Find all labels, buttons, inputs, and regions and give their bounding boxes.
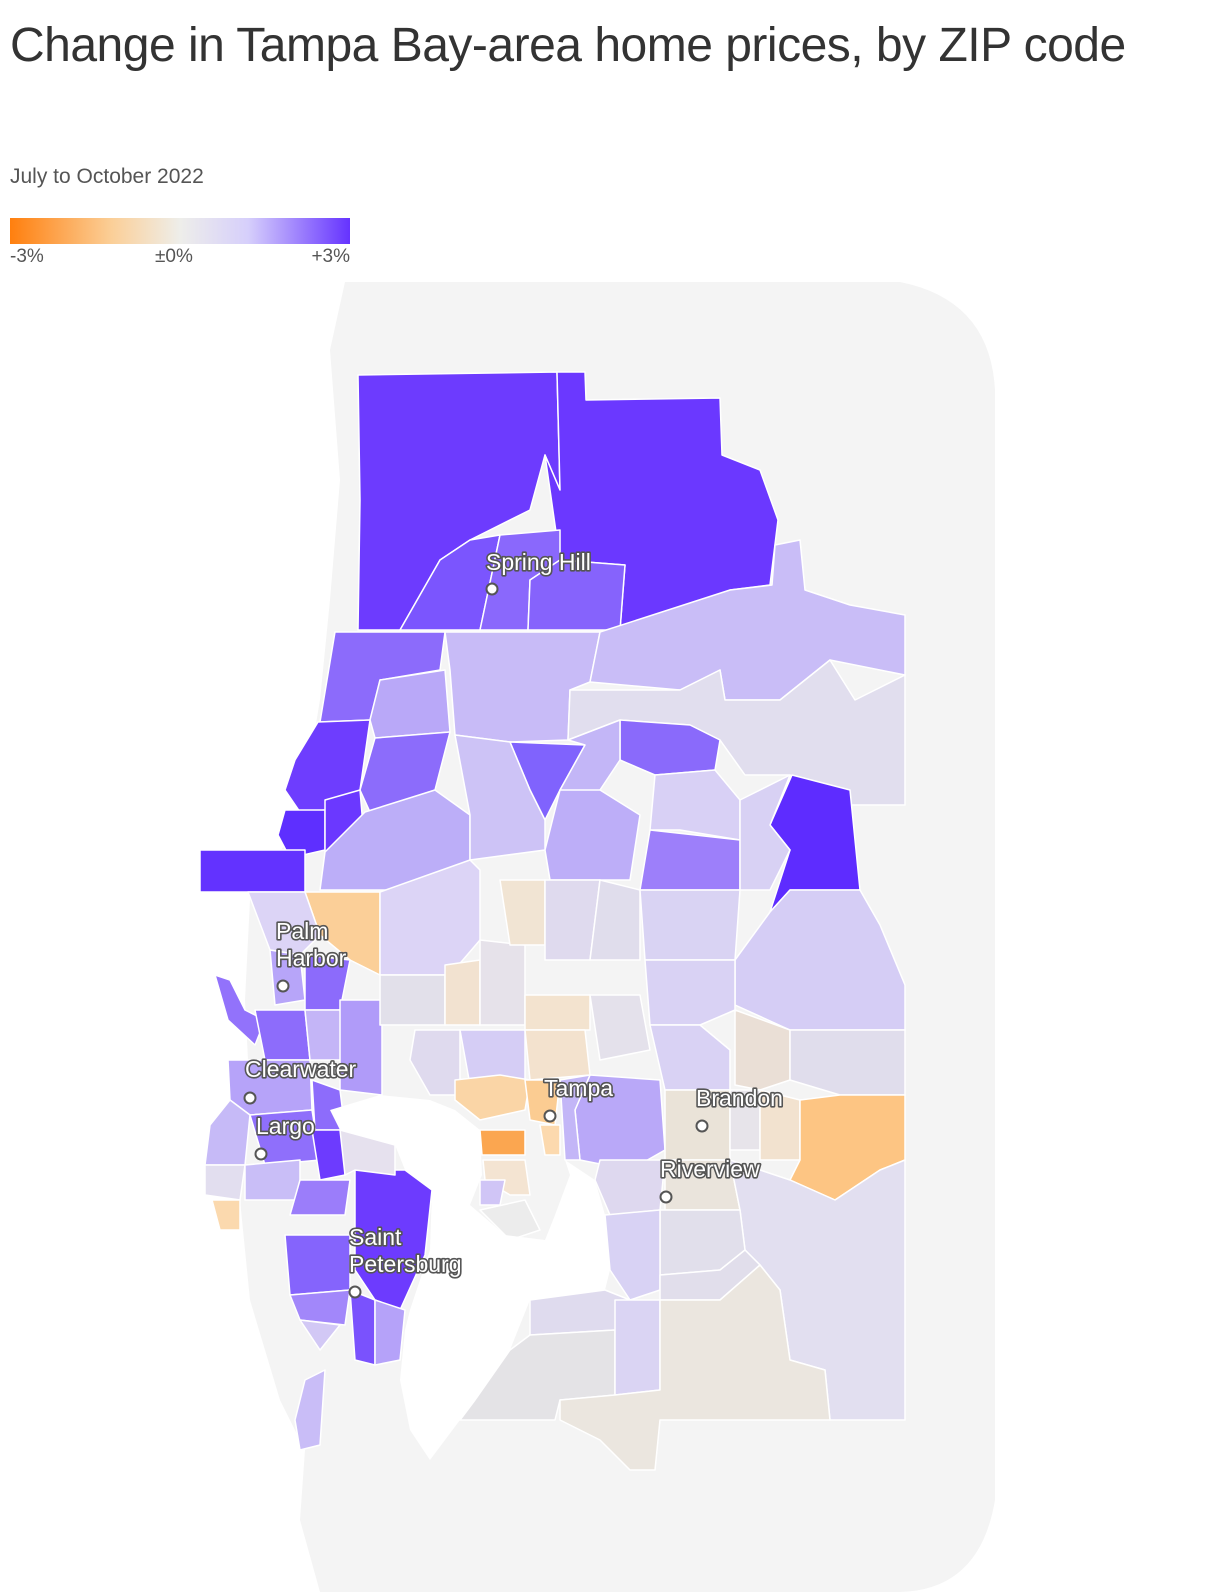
- city-spring-hill: Spring Hill: [484, 547, 592, 596]
- city-name-line1: Tampa: [544, 1075, 613, 1101]
- zip-region[interactable]: [444, 959, 481, 1026]
- zip-region[interactable]: [479, 1129, 526, 1156]
- city-name-line1: Riverview: [660, 1156, 760, 1182]
- zip-region[interactable]: [479, 1179, 506, 1206]
- city-name-line1: Palm: [276, 918, 328, 944]
- city-dot: [348, 1285, 362, 1299]
- zip-region[interactable]: [589, 994, 651, 1061]
- zip-region[interactable]: [289, 1289, 351, 1326]
- zip-region[interactable]: [289, 1179, 351, 1216]
- zip-region[interactable]: [409, 1029, 461, 1096]
- zip-region[interactable]: [277, 809, 326, 859]
- zip-region[interactable]: [454, 1074, 531, 1121]
- city-labels: Spring Hill Palm Harbor Clearwater Largo…: [243, 547, 785, 1299]
- zip-region[interactable]: [244, 1159, 301, 1201]
- city-dot: [543, 1109, 557, 1123]
- city-dot: [254, 1147, 268, 1161]
- legend-mid-label: ±0%: [155, 246, 193, 267]
- zip-region[interactable]: [559, 1074, 591, 1161]
- zip-region[interactable]: [479, 1199, 541, 1241]
- zip-regions: [199, 371, 906, 1471]
- legend-max-label: +3%: [311, 246, 350, 267]
- city-name-line2: Harbor: [276, 945, 347, 971]
- legend-labels: -3% ±0% +3%: [10, 246, 350, 270]
- zip-region[interactable]: [454, 734, 546, 861]
- city-name-line1: Clearwater: [245, 1056, 357, 1082]
- zip-region[interactable]: [589, 879, 641, 961]
- city-name-line1: Spring Hill: [486, 549, 591, 575]
- zip-region[interactable]: [199, 849, 306, 893]
- zip-region[interactable]: [639, 889, 741, 961]
- city-name-line2: Petersburg: [349, 1251, 462, 1277]
- zip-region[interactable]: [304, 1009, 346, 1061]
- zip-region[interactable]: [284, 1234, 351, 1296]
- zip-region[interactable]: [639, 829, 741, 891]
- zip-choropleth-map: Spring Hill Palm Harbor Clearwater Largo…: [199, 282, 995, 1592]
- city-dot: [243, 1091, 257, 1105]
- zip-region[interactable]: [734, 1009, 791, 1091]
- zip-region[interactable]: [482, 1159, 531, 1196]
- zip-region[interactable]: [204, 1164, 246, 1201]
- zip-region[interactable]: [254, 1009, 311, 1061]
- city-saint-petersburg: Saint Petersburg: [347, 1222, 463, 1299]
- city-riverview: Riverview: [658, 1154, 762, 1204]
- zip-region[interactable]: [539, 1124, 561, 1156]
- legend-gradient-bar: [10, 218, 350, 244]
- zip-region[interactable]: [649, 1024, 731, 1091]
- city-name-line1: Brandon: [696, 1085, 783, 1111]
- legend-min-label: -3%: [10, 246, 44, 267]
- zip-region[interactable]: [299, 1319, 341, 1351]
- chart-subtitle: July to October 2022: [10, 165, 204, 188]
- city-clearwater: Clearwater: [243, 1054, 358, 1105]
- city-tampa: Tampa: [542, 1073, 615, 1123]
- city-name-line1: Saint: [349, 1224, 402, 1250]
- zip-region[interactable]: [399, 534, 501, 631]
- city-dot: [695, 1119, 709, 1133]
- color-legend: -3% ±0% +3%: [10, 218, 350, 270]
- city-brandon: Brandon: [694, 1083, 785, 1133]
- zip-region[interactable]: [644, 959, 736, 1026]
- zip-region[interactable]: [524, 994, 591, 1031]
- zip-region[interactable]: [789, 1029, 906, 1096]
- zip-region[interactable]: [339, 999, 383, 1096]
- zip-region[interactable]: [379, 974, 446, 1026]
- zip-region[interactable]: [294, 1369, 326, 1451]
- city-dot: [659, 1190, 673, 1204]
- city-name-line1: Largo: [256, 1113, 315, 1139]
- zip-region[interactable]: [524, 1029, 591, 1081]
- city-largo: Largo: [254, 1111, 316, 1161]
- tampa-bay-water: [330, 1095, 610, 1460]
- zip-region[interactable]: [374, 1299, 406, 1366]
- zip-region[interactable]: [544, 789, 641, 881]
- zip-region[interactable]: [369, 669, 451, 739]
- chart-title: Change in Tampa Bay-area home prices, by…: [10, 19, 1126, 72]
- zip-region[interactable]: [211, 1199, 241, 1231]
- zip-region[interactable]: [479, 939, 526, 1026]
- zip-region[interactable]: [204, 1099, 251, 1166]
- zip-region[interactable]: [354, 1169, 433, 1311]
- zip-region[interactable]: [247, 891, 321, 956]
- city-palm-harbor: Palm Harbor: [274, 916, 348, 993]
- city-dot: [276, 979, 290, 993]
- zip-region[interactable]: [559, 1264, 831, 1471]
- city-dot: [485, 582, 499, 596]
- zip-region[interactable]: [614, 1299, 661, 1396]
- zip-region[interactable]: [604, 1209, 661, 1301]
